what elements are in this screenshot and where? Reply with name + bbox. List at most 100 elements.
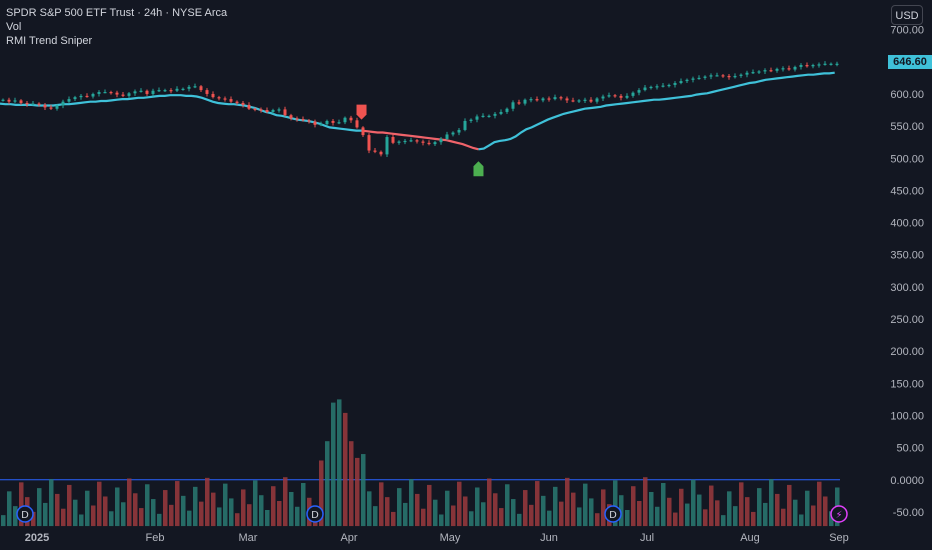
volume-bar — [55, 493, 60, 527]
candle-body — [619, 95, 623, 98]
candle-body — [781, 68, 785, 70]
candle-body — [475, 116, 479, 120]
candle-body — [289, 115, 293, 119]
candle-body — [535, 99, 539, 101]
volume-bar — [721, 515, 726, 527]
candle-body — [253, 108, 257, 110]
volume-bar — [793, 499, 798, 527]
volume-bar — [247, 504, 252, 527]
volume-bar — [157, 513, 162, 527]
candle-body — [793, 66, 797, 70]
candle-body — [325, 120, 329, 125]
chart-legend: SPDR S&P 500 ETF Trust · 24h · NYSE Arca… — [6, 6, 227, 48]
y-tick-label: 250.00 — [890, 314, 924, 326]
candle-body — [187, 86, 191, 89]
candle-body — [295, 118, 299, 120]
candle-body — [85, 95, 89, 98]
candle-body — [787, 68, 791, 70]
volume-bar — [277, 500, 282, 527]
volume-bar — [361, 454, 366, 527]
candle-body — [211, 93, 215, 98]
symbol-title[interactable]: SPDR S&P 500 ETF Trust · 24h · NYSE Arca — [6, 7, 228, 19]
volume-bar — [43, 502, 48, 527]
candle-body — [55, 105, 59, 109]
volume-bar — [19, 482, 24, 527]
candle-body — [763, 70, 767, 72]
volume-bar — [223, 483, 228, 527]
candle-body — [811, 65, 815, 67]
volume-bar — [787, 484, 792, 527]
volume-bar — [499, 508, 504, 527]
volume-bar — [301, 482, 306, 527]
candle-body — [547, 98, 551, 100]
candle-body — [451, 132, 455, 135]
volume-bar — [67, 484, 72, 527]
candle-body — [637, 90, 641, 93]
volume-bar — [415, 493, 420, 527]
candle-body — [775, 68, 779, 71]
candle-body — [553, 97, 557, 100]
candle-body — [133, 91, 137, 94]
volume-bar — [673, 512, 678, 527]
candle-body — [805, 65, 809, 67]
volume-bar — [775, 493, 780, 527]
volume-bar — [529, 504, 534, 527]
volume-bar — [127, 478, 132, 527]
candle-body — [127, 93, 131, 96]
candle-body — [769, 70, 773, 72]
candle-body — [1, 99, 5, 101]
volume-bar — [547, 510, 552, 527]
volume-bar — [571, 492, 576, 527]
volume-bar — [385, 497, 390, 527]
candle-body — [139, 90, 143, 92]
candle-body — [199, 86, 203, 91]
candle-body — [643, 87, 647, 91]
dividend-icon-label: D — [21, 510, 29, 521]
volume-bar — [409, 479, 414, 527]
candle-body — [283, 109, 287, 116]
candle-body — [235, 101, 239, 103]
volume-bar — [493, 493, 498, 527]
volume-bar — [295, 506, 300, 527]
volume-bar — [115, 487, 120, 527]
candle-body — [469, 119, 473, 121]
candle-body — [673, 83, 677, 85]
volume-bar — [781, 508, 786, 527]
candle-body — [631, 92, 635, 96]
candle-body — [751, 72, 755, 74]
volume-bar — [625, 509, 630, 527]
volume-bar — [241, 489, 246, 527]
volume-bar — [505, 484, 510, 527]
volume-bar — [325, 441, 330, 527]
volume-bar — [169, 504, 174, 527]
candle-body — [145, 90, 149, 94]
volume-bar — [481, 502, 486, 527]
y-tick-label: 600.00 — [890, 89, 924, 101]
volume-bar — [733, 506, 738, 527]
rmi-indicator-label[interactable]: RMI Trend Sniper — [6, 35, 93, 47]
candle-body — [679, 81, 683, 84]
dividend-icon — [306, 505, 324, 523]
volume-bar — [523, 490, 528, 527]
volume-bar — [7, 491, 12, 527]
volume-bar — [709, 485, 714, 527]
candle-body — [307, 120, 311, 122]
dividend-icon-label: D — [609, 510, 617, 521]
volume-bar — [235, 513, 240, 527]
volume-bar — [271, 486, 276, 527]
volume-indicator-label[interactable]: Vol — [6, 21, 22, 33]
candle-body — [67, 99, 71, 102]
y-tick-label: 450.00 — [890, 185, 924, 197]
candle-body — [829, 63, 833, 65]
candle-body — [709, 75, 713, 77]
candle-body — [349, 117, 353, 121]
currency-button[interactable]: USD — [891, 5, 923, 25]
volume-bar — [601, 489, 606, 527]
volume-bar — [151, 499, 156, 527]
y-tick-label: 100.00 — [890, 410, 924, 422]
candle-body — [601, 96, 605, 99]
candle-body — [313, 121, 317, 125]
candle-body — [61, 101, 65, 106]
candle-body — [25, 102, 29, 105]
